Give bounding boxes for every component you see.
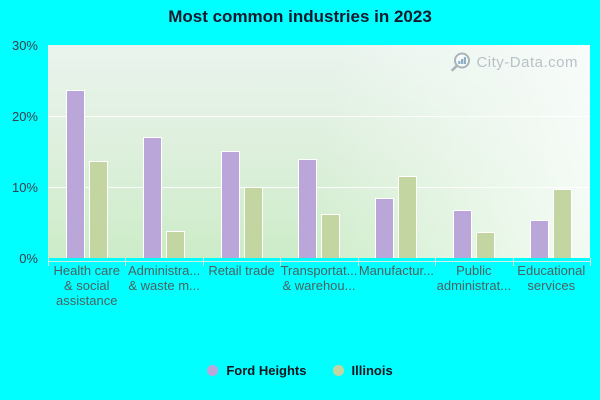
bar-ford-heights — [143, 137, 163, 258]
legend-marker — [332, 365, 344, 376]
plot-area: City-Data.com — [48, 45, 590, 258]
x-axis-tick — [435, 258, 436, 266]
bar-illinois — [553, 189, 573, 258]
x-tick-label: Educational services — [517, 263, 586, 293]
bar-group — [435, 45, 512, 258]
y-tick-label: 30% — [11, 38, 38, 53]
legend-label: Illinois — [351, 363, 393, 378]
legend-marker — [207, 365, 219, 376]
bar-group — [358, 45, 435, 258]
bar-illinois — [398, 176, 418, 258]
x-axis-line — [48, 261, 591, 262]
chart-title: Most common industries in 2023 — [168, 7, 432, 26]
x-tick-label: Administra... & waste m... — [128, 263, 201, 293]
x-tick-label: Manufactur... — [358, 263, 434, 278]
bar-group — [203, 45, 280, 258]
bar-illinois — [320, 214, 340, 258]
x-tick-label: Public administrat... — [436, 263, 512, 293]
bar-ford-heights — [65, 90, 85, 258]
gridline — [48, 187, 590, 188]
x-tick-label: Health care & social assistance — [53, 263, 120, 308]
bar-ford-heights — [297, 159, 317, 258]
y-tick-label: 0% — [19, 251, 38, 266]
bar-group — [48, 45, 125, 258]
bar-ford-heights — [452, 210, 472, 258]
legend-label: Ford Heights — [226, 363, 307, 378]
legend: Ford Heights Illinois — [0, 363, 600, 378]
city-data-watermark: City-Data.com — [450, 51, 578, 73]
bar-illinois — [243, 187, 263, 258]
gridline — [48, 116, 590, 117]
bar-ford-heights — [530, 220, 550, 258]
y-tick-label: 10% — [11, 180, 38, 195]
x-tick-label: Transportat... & warehou... — [280, 263, 358, 293]
bar-group — [125, 45, 202, 258]
x-axis-tick — [358, 258, 359, 266]
x-axis-tick — [203, 258, 204, 266]
bar-ford-heights — [375, 198, 395, 258]
x-tick-label: Retail trade — [208, 263, 275, 278]
watermark-text: City-Data.com — [476, 53, 578, 71]
magnifier-bars-icon — [451, 52, 471, 72]
bar-illinois — [88, 161, 108, 258]
bar-ford-heights — [220, 151, 240, 258]
x-axis-tick — [280, 258, 281, 266]
x-axis-tick — [125, 258, 126, 266]
legend-item-ford-heights: Ford Heights — [207, 363, 307, 378]
bar-illinois — [166, 231, 186, 258]
bar-illinois — [475, 232, 495, 258]
y-tick-label: 20% — [11, 109, 38, 124]
bar-group — [513, 45, 590, 258]
x-axis-tick — [48, 258, 49, 266]
x-axis-tick — [590, 258, 591, 266]
bar-group — [280, 45, 357, 258]
legend-item-illinois: Illinois — [332, 363, 393, 378]
x-axis-tick — [513, 258, 514, 266]
